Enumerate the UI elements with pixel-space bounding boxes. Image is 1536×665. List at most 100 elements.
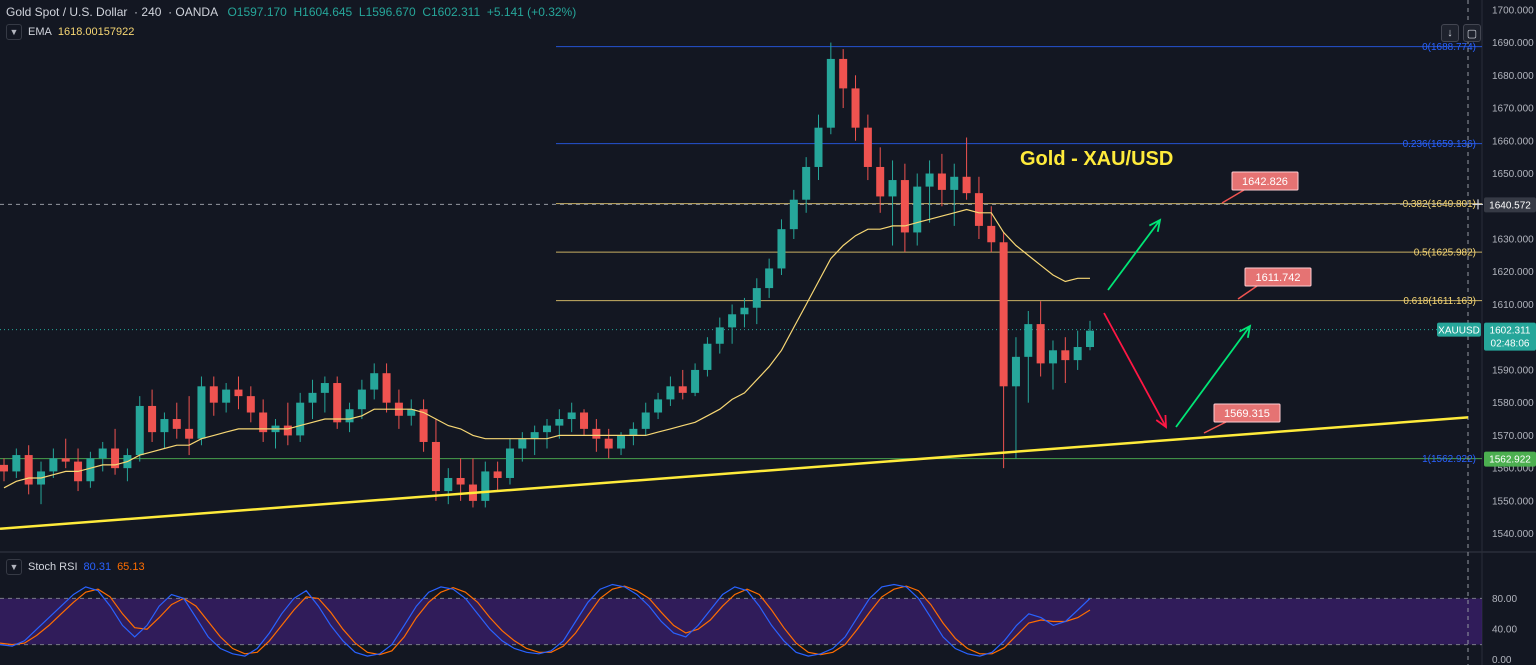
candle-body[interactable] [1024,324,1033,357]
candle-body[interactable] [974,193,983,226]
scroll-down-icon[interactable]: ↓ [1441,24,1459,42]
candle-body[interactable] [863,127,872,167]
candle-body[interactable] [617,435,626,449]
candle-body[interactable] [1073,347,1082,361]
candle-body[interactable] [505,448,514,478]
candle-body[interactable] [567,412,576,420]
candle-body[interactable] [629,428,638,436]
candle-body[interactable] [789,199,798,230]
candle-body[interactable] [24,455,33,485]
candle-body[interactable] [1086,330,1094,348]
candle-body[interactable] [493,471,502,478]
candle-body[interactable] [135,405,144,456]
candle-body[interactable] [333,383,342,423]
candle-body[interactable] [999,242,1008,387]
candle-body[interactable] [357,389,366,410]
candle-body[interactable] [296,402,305,436]
candle-body[interactable] [728,314,737,328]
candle-body[interactable] [86,458,95,482]
candle-body[interactable] [691,369,700,393]
candle-body[interactable] [802,166,811,200]
candle-body[interactable] [678,386,687,393]
candle-body[interactable] [913,186,922,233]
candle-body[interactable] [98,448,107,459]
candle-body[interactable] [950,176,959,190]
candle-body[interactable] [876,166,885,197]
candle-body[interactable] [555,419,564,426]
candle-body[interactable] [987,225,996,243]
candle-body[interactable] [1011,356,1020,387]
candle-body[interactable] [826,58,835,128]
candle-body[interactable] [740,307,749,315]
candle-body[interactable] [407,409,416,416]
candle-body[interactable] [61,458,70,462]
candle-body[interactable] [925,173,934,187]
candle-body[interactable] [1061,350,1070,361]
candle-body[interactable] [308,392,317,403]
green-arrow-up-1[interactable] [1107,219,1161,291]
candle-body[interactable] [814,127,823,167]
candle-body[interactable] [592,428,601,439]
candle-body[interactable] [518,438,527,449]
candle-body[interactable] [703,343,712,370]
candle-body[interactable] [283,425,292,436]
candle-body[interactable] [543,425,551,433]
candle-body[interactable] [419,409,428,442]
symbol-name[interactable]: Gold Spot / U.S. Dollar [6,5,128,19]
candle-body[interactable] [111,448,120,469]
green-arrow-up-2[interactable] [1175,325,1251,428]
candle-body[interactable] [197,386,206,439]
candle-body[interactable] [148,405,157,433]
candle-body[interactable] [752,288,761,308]
candle-body[interactable] [765,268,774,289]
candle-body[interactable] [604,438,613,449]
candle-body[interactable] [715,327,724,344]
interval[interactable]: 240 [141,5,162,19]
candle-body[interactable] [962,176,971,194]
candle-body[interactable] [530,432,539,439]
candle-body[interactable] [222,389,231,403]
candle-body[interactable] [444,477,453,492]
callout-box[interactable] [1231,171,1299,191]
candle-body[interactable] [345,409,354,423]
candle-body[interactable] [839,58,848,89]
stoch-legend[interactable]: ▼ Stoch RSI 80.31 65.13 [6,559,145,575]
candle-body[interactable] [654,399,663,413]
candle-body[interactable] [1048,350,1057,364]
candle-body[interactable] [49,458,58,472]
stoch-k-line[interactable] [0,583,1091,657]
candle-body[interactable] [12,455,21,472]
candle-body[interactable] [900,180,909,233]
candle-body[interactable] [382,373,391,403]
candle-body[interactable] [259,412,268,433]
candle-body[interactable] [160,419,169,433]
support-trendline[interactable] [0,416,1469,530]
candle-body[interactable] [888,180,897,197]
callout-box[interactable] [1213,403,1281,423]
red-arrow-down[interactable] [1103,312,1167,428]
candle-body[interactable] [431,441,440,492]
candle-body[interactable] [1036,324,1045,364]
candle-body[interactable] [580,412,589,429]
candle-body[interactable] [370,373,379,390]
candle-body[interactable] [777,229,786,269]
candle-body[interactable] [246,396,255,413]
candle-body[interactable] [456,477,465,485]
maximize-icon[interactable]: ▢ [1463,24,1481,42]
ema-legend[interactable]: ▼ EMA 1618.00157922 [6,24,134,40]
chevron-down-icon[interactable]: ▼ [6,24,22,40]
candle-body[interactable] [234,389,243,397]
candle-body[interactable] [0,464,8,472]
ema-line[interactable] [3,208,1090,489]
candle-body[interactable] [666,386,675,400]
candle-body[interactable] [851,88,860,128]
candle-body[interactable] [937,173,946,190]
candle-body[interactable] [209,386,218,403]
chevron-down-icon[interactable]: ▼ [6,559,22,575]
candle-body[interactable] [641,412,650,429]
candle-body[interactable] [172,419,181,429]
callout-box[interactable] [1244,267,1312,287]
candle-body[interactable] [320,383,329,393]
candle-body[interactable] [185,428,194,439]
